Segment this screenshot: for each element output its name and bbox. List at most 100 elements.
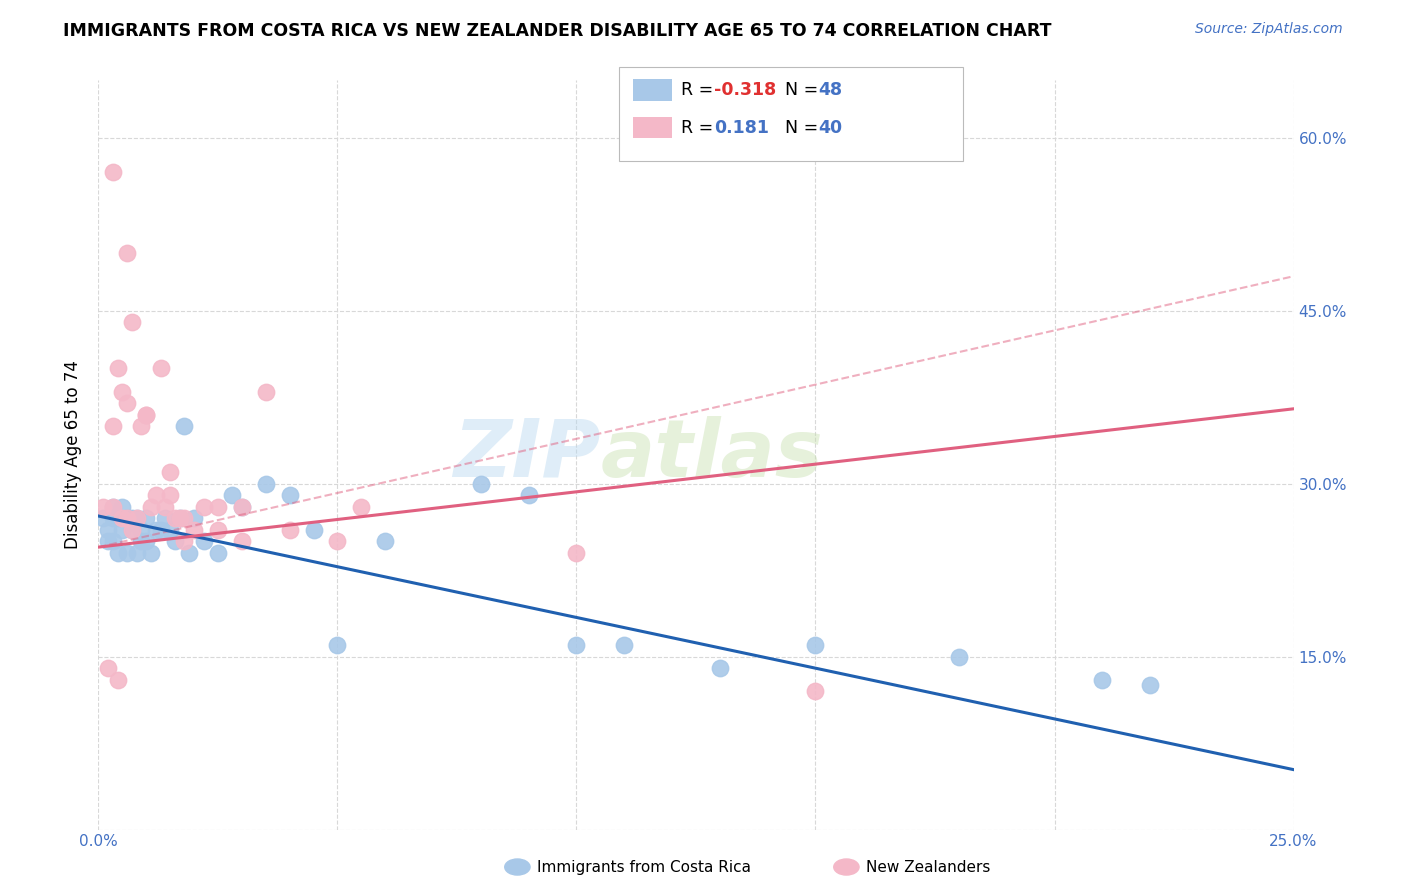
Point: [149, 361, 172, 376]
Text: -0.318: -0.318: [714, 81, 776, 99]
Point: [139, 546, 162, 560]
Point: [115, 511, 138, 525]
Point: [101, 500, 124, 514]
Text: New Zealanders: New Zealanders: [866, 860, 990, 874]
Point: [193, 534, 215, 549]
Point: [302, 523, 325, 537]
Point: [145, 523, 167, 537]
Point: [254, 384, 277, 399]
Point: [350, 500, 373, 514]
Point: [131, 419, 153, 434]
Point: [159, 488, 181, 502]
Point: [207, 523, 229, 537]
Point: [613, 638, 636, 652]
Point: [131, 534, 153, 549]
Point: [101, 165, 124, 179]
Point: [374, 534, 396, 549]
Point: [517, 488, 540, 502]
Point: [107, 673, 129, 687]
Point: [159, 465, 181, 479]
Point: [107, 511, 129, 525]
Text: 48: 48: [818, 81, 842, 99]
Point: [169, 511, 191, 525]
Point: [163, 511, 186, 525]
Point: [115, 246, 138, 260]
Text: N =: N =: [785, 81, 818, 99]
Point: [91, 500, 114, 514]
Point: [149, 523, 172, 537]
Point: [121, 511, 143, 525]
Point: [125, 511, 148, 525]
Point: [111, 511, 134, 525]
Point: [326, 534, 349, 549]
Point: [107, 361, 129, 376]
Point: [91, 511, 114, 525]
Point: [131, 523, 153, 537]
Point: [145, 488, 167, 502]
Point: [125, 546, 148, 560]
Point: [169, 511, 191, 525]
Point: [101, 511, 124, 525]
Point: [155, 500, 177, 514]
Text: Immigrants from Costa Rica: Immigrants from Costa Rica: [537, 860, 751, 874]
Point: [111, 500, 134, 514]
Point: [193, 500, 215, 514]
Point: [121, 315, 143, 329]
Point: [326, 638, 349, 652]
Point: [948, 649, 970, 664]
Point: [804, 638, 827, 652]
Point: [254, 476, 277, 491]
Text: ZIP: ZIP: [453, 416, 600, 494]
Point: [709, 661, 731, 675]
Point: [115, 396, 138, 410]
Text: atlas: atlas: [600, 416, 823, 494]
Point: [115, 546, 138, 560]
Point: [135, 534, 157, 549]
Point: [163, 534, 186, 549]
Point: [231, 500, 253, 514]
Point: [183, 523, 205, 537]
Point: [111, 523, 134, 537]
Point: [135, 511, 157, 525]
Y-axis label: Disability Age 65 to 74: Disability Age 65 to 74: [65, 360, 83, 549]
Point: [121, 523, 143, 537]
Text: N =: N =: [785, 119, 818, 136]
Point: [207, 546, 229, 560]
Point: [121, 523, 143, 537]
Point: [179, 546, 201, 560]
Point: [173, 534, 195, 549]
Point: [97, 661, 120, 675]
Point: [139, 500, 162, 514]
Point: [115, 511, 138, 525]
Point: [565, 546, 588, 560]
Point: [1091, 673, 1114, 687]
Point: [97, 534, 120, 549]
Text: 0.181: 0.181: [714, 119, 769, 136]
Point: [125, 511, 148, 525]
Point: [231, 534, 253, 549]
Point: [221, 488, 243, 502]
Point: [155, 511, 177, 525]
Text: R =: R =: [681, 119, 713, 136]
Point: [207, 500, 229, 514]
Text: IMMIGRANTS FROM COSTA RICA VS NEW ZEALANDER DISABILITY AGE 65 TO 74 CORRELATION : IMMIGRANTS FROM COSTA RICA VS NEW ZEALAN…: [63, 22, 1052, 40]
Point: [159, 523, 181, 537]
Point: [101, 534, 124, 549]
Text: 40: 40: [818, 119, 842, 136]
Point: [135, 408, 157, 422]
Point: [565, 638, 588, 652]
Point: [97, 523, 120, 537]
Point: [278, 488, 301, 502]
Point: [107, 546, 129, 560]
Point: [470, 476, 492, 491]
Text: Source: ZipAtlas.com: Source: ZipAtlas.com: [1195, 22, 1343, 37]
Point: [101, 419, 124, 434]
Point: [1139, 678, 1161, 692]
Point: [183, 511, 205, 525]
Point: [804, 684, 827, 698]
Text: R =: R =: [681, 81, 713, 99]
Point: [135, 408, 157, 422]
Point: [231, 500, 253, 514]
Point: [173, 419, 195, 434]
Point: [278, 523, 301, 537]
